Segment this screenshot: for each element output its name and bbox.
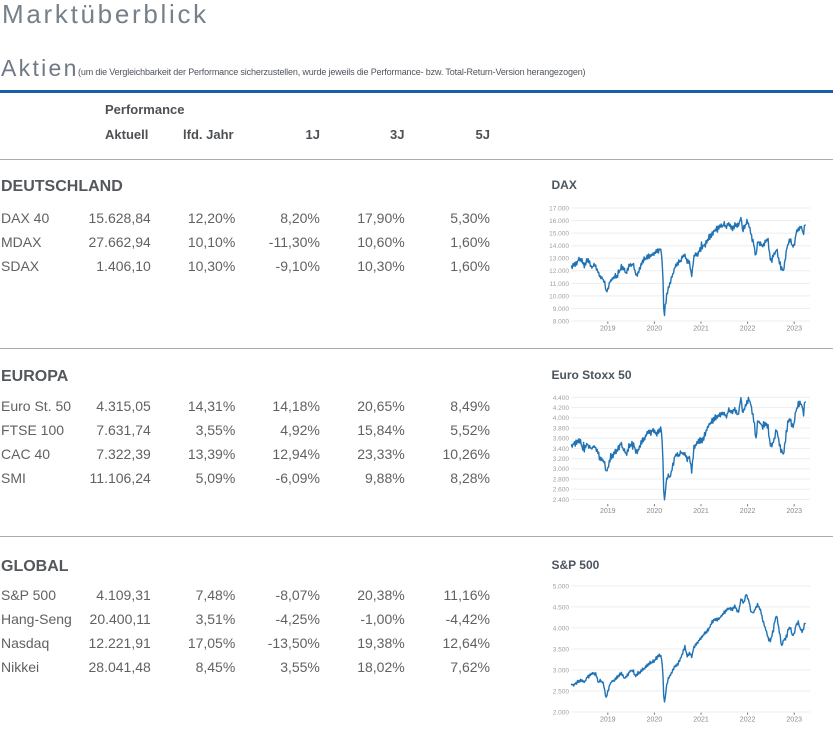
svg-text:4.000: 4.000 [553, 625, 570, 632]
svg-text:2023: 2023 [786, 508, 802, 515]
svg-text:3.500: 3.500 [553, 646, 570, 653]
svg-text:2.400: 2.400 [553, 497, 570, 504]
svg-text:2021: 2021 [693, 508, 709, 515]
svg-text:13.000: 13.000 [549, 256, 569, 263]
svg-text:8.000: 8.000 [553, 318, 570, 325]
svg-text:4.400: 4.400 [553, 395, 570, 402]
svg-text:2020: 2020 [647, 717, 663, 724]
svg-text:16.000: 16.000 [549, 218, 569, 225]
svg-text:2022: 2022 [740, 508, 756, 515]
svg-text:3.000: 3.000 [553, 667, 570, 674]
svg-text:2023: 2023 [786, 326, 802, 333]
svg-text:5.000: 5.000 [553, 583, 570, 590]
svg-text:2.500: 2.500 [553, 688, 570, 695]
svg-text:2020: 2020 [647, 326, 663, 333]
svg-text:4.500: 4.500 [553, 604, 570, 611]
svg-text:2.000: 2.000 [553, 709, 570, 716]
svg-text:4.200: 4.200 [553, 405, 570, 412]
svg-text:2019: 2019 [600, 326, 616, 333]
svg-text:2020: 2020 [647, 508, 663, 515]
svg-text:4.000: 4.000 [553, 415, 570, 422]
svg-text:9.000: 9.000 [553, 306, 570, 313]
svg-text:15.000: 15.000 [549, 231, 569, 238]
svg-text:2.600: 2.600 [553, 487, 570, 494]
svg-text:2022: 2022 [740, 326, 756, 333]
svg-text:11.000: 11.000 [550, 281, 570, 288]
svg-text:12.000: 12.000 [549, 268, 569, 275]
svg-text:2019: 2019 [600, 717, 616, 724]
svg-text:2022: 2022 [740, 717, 756, 724]
svg-text:2021: 2021 [693, 326, 709, 333]
svg-text:2.800: 2.800 [553, 476, 570, 483]
svg-text:3.400: 3.400 [553, 446, 570, 453]
svg-text:2019: 2019 [600, 508, 616, 515]
svg-text:17.000: 17.000 [549, 205, 569, 212]
svg-text:3.000: 3.000 [553, 466, 570, 473]
svg-text:3.800: 3.800 [553, 425, 570, 432]
svg-text:2023: 2023 [786, 717, 802, 724]
svg-text:2021: 2021 [693, 717, 709, 724]
svg-text:10.000: 10.000 [549, 293, 569, 300]
svg-text:14.000: 14.000 [549, 243, 569, 250]
svg-text:3.600: 3.600 [553, 436, 570, 443]
svg-text:3.200: 3.200 [553, 456, 570, 463]
